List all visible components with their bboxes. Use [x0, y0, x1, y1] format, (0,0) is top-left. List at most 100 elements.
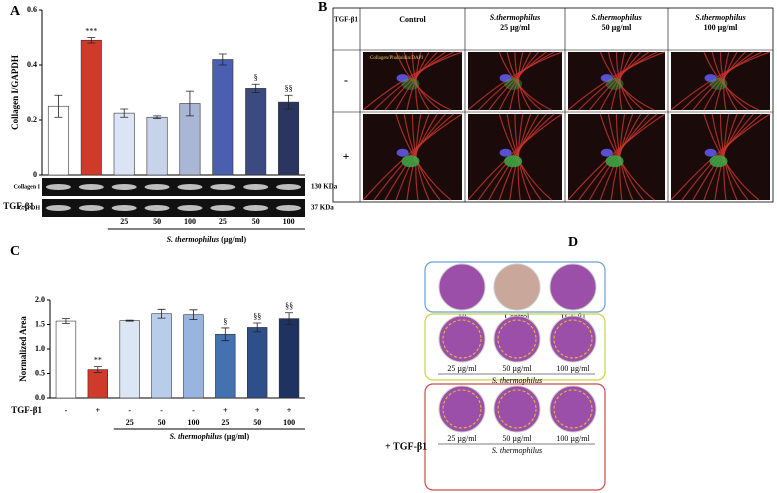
treatment-value: + — [96, 406, 101, 415]
significance: ** — [94, 355, 102, 364]
fiber — [670, 113, 771, 201]
fiber — [670, 51, 771, 111]
panel-label: D — [568, 235, 578, 250]
caption: S. thermophilus (µg/ml) — [167, 235, 247, 244]
well — [493, 315, 541, 363]
bar — [55, 320, 77, 399]
bottom-label: + TGF-β1 — [385, 441, 427, 452]
col-name: Control — [399, 15, 426, 24]
well-label: 50 µg/ml — [502, 434, 532, 443]
well-label: 25 µg/ml — [447, 364, 477, 373]
caption: S. thermophilus — [492, 446, 542, 455]
band — [243, 205, 269, 211]
blot-size: 37 KDa — [311, 204, 334, 212]
dose: 100 — [184, 217, 196, 226]
collagen — [709, 77, 728, 90]
fiber — [477, 113, 555, 201]
blot-name: GAPDH — [18, 205, 40, 211]
band — [111, 205, 137, 211]
fiber — [373, 113, 455, 201]
y-tick-label: 0.6 — [27, 5, 37, 14]
nucleus — [704, 148, 717, 157]
group-box — [424, 383, 606, 491]
y-tick-label: 1.5 — [35, 319, 45, 328]
error-bar — [87, 37, 96, 44]
band — [243, 184, 269, 190]
table — [332, 7, 774, 203]
wound-edge — [442, 389, 482, 429]
bar — [245, 88, 267, 176]
treatment-value: + — [287, 406, 292, 415]
blot-name: Collagen I — [13, 184, 40, 190]
dose: 50 — [153, 217, 161, 226]
dose: 50 — [253, 418, 261, 427]
wound-edge — [442, 319, 482, 359]
y-tick-label: 0.0 — [35, 393, 45, 402]
treatment-label: TGF-β1 — [11, 405, 42, 415]
well — [549, 263, 597, 311]
well — [438, 263, 486, 311]
fiber — [692, 51, 754, 111]
bar — [113, 112, 135, 176]
col-dose: 100 µg/ml — [704, 23, 738, 32]
dose: 100 — [283, 418, 295, 427]
group-box — [424, 261, 606, 313]
bar — [278, 101, 300, 176]
band — [177, 205, 203, 211]
error-bar — [120, 108, 129, 118]
significance: § — [254, 73, 258, 82]
subject: S. thermophilus — [167, 235, 219, 244]
col-name: S.thermophilus — [490, 13, 540, 22]
nucleus — [499, 148, 512, 157]
col-name: S.thermophilus — [695, 13, 745, 22]
caption: S. thermophilus — [492, 376, 542, 385]
fiber — [578, 113, 658, 201]
nucleus — [396, 148, 409, 157]
fiber — [362, 113, 463, 201]
wound-edge — [553, 319, 593, 359]
dose: 25 — [126, 418, 134, 427]
well-label: 50 µg/ml — [502, 364, 532, 373]
band — [45, 205, 71, 211]
bar — [87, 369, 108, 399]
well — [549, 385, 597, 433]
dose: 25 — [120, 217, 128, 226]
fiber — [703, 51, 760, 111]
fiber — [373, 51, 455, 111]
well-label: 100 µg/ml — [556, 364, 590, 373]
row-header: TGF-β1 — [334, 16, 358, 24]
treatment-value: - — [160, 406, 163, 415]
fiber — [362, 51, 463, 111]
row-label: + — [343, 149, 350, 163]
error-bar — [253, 322, 262, 333]
error-bar — [125, 319, 134, 322]
treatment-label: TGF-β1 — [3, 201, 34, 211]
significance: *** — [85, 26, 97, 35]
nucleus — [499, 74, 512, 83]
bar — [151, 313, 172, 399]
fiber — [589, 51, 650, 111]
error-bar — [61, 318, 70, 324]
wound-edge — [497, 389, 537, 429]
fiber — [384, 51, 446, 111]
dose: 100 — [187, 418, 199, 427]
collagen — [504, 155, 523, 168]
band — [45, 184, 71, 190]
dose: 50 — [252, 217, 260, 226]
nucleus — [704, 74, 717, 83]
fiber — [403, 51, 441, 111]
dose: 100 — [283, 217, 295, 226]
wound-edge — [553, 389, 593, 429]
col-dose: 50 µg/ml — [602, 23, 632, 32]
panel-label: C — [10, 244, 20, 259]
blot — [42, 199, 305, 217]
row-label: - — [344, 73, 348, 87]
bar — [119, 320, 140, 399]
panel-label: A — [10, 4, 21, 19]
band — [210, 184, 236, 190]
error-bar — [221, 327, 230, 342]
wound-edge — [497, 319, 537, 359]
stain-label: Collagen/Phalloidin/DAPI — [370, 56, 423, 61]
dose: 25 — [221, 418, 229, 427]
bar — [215, 333, 236, 399]
